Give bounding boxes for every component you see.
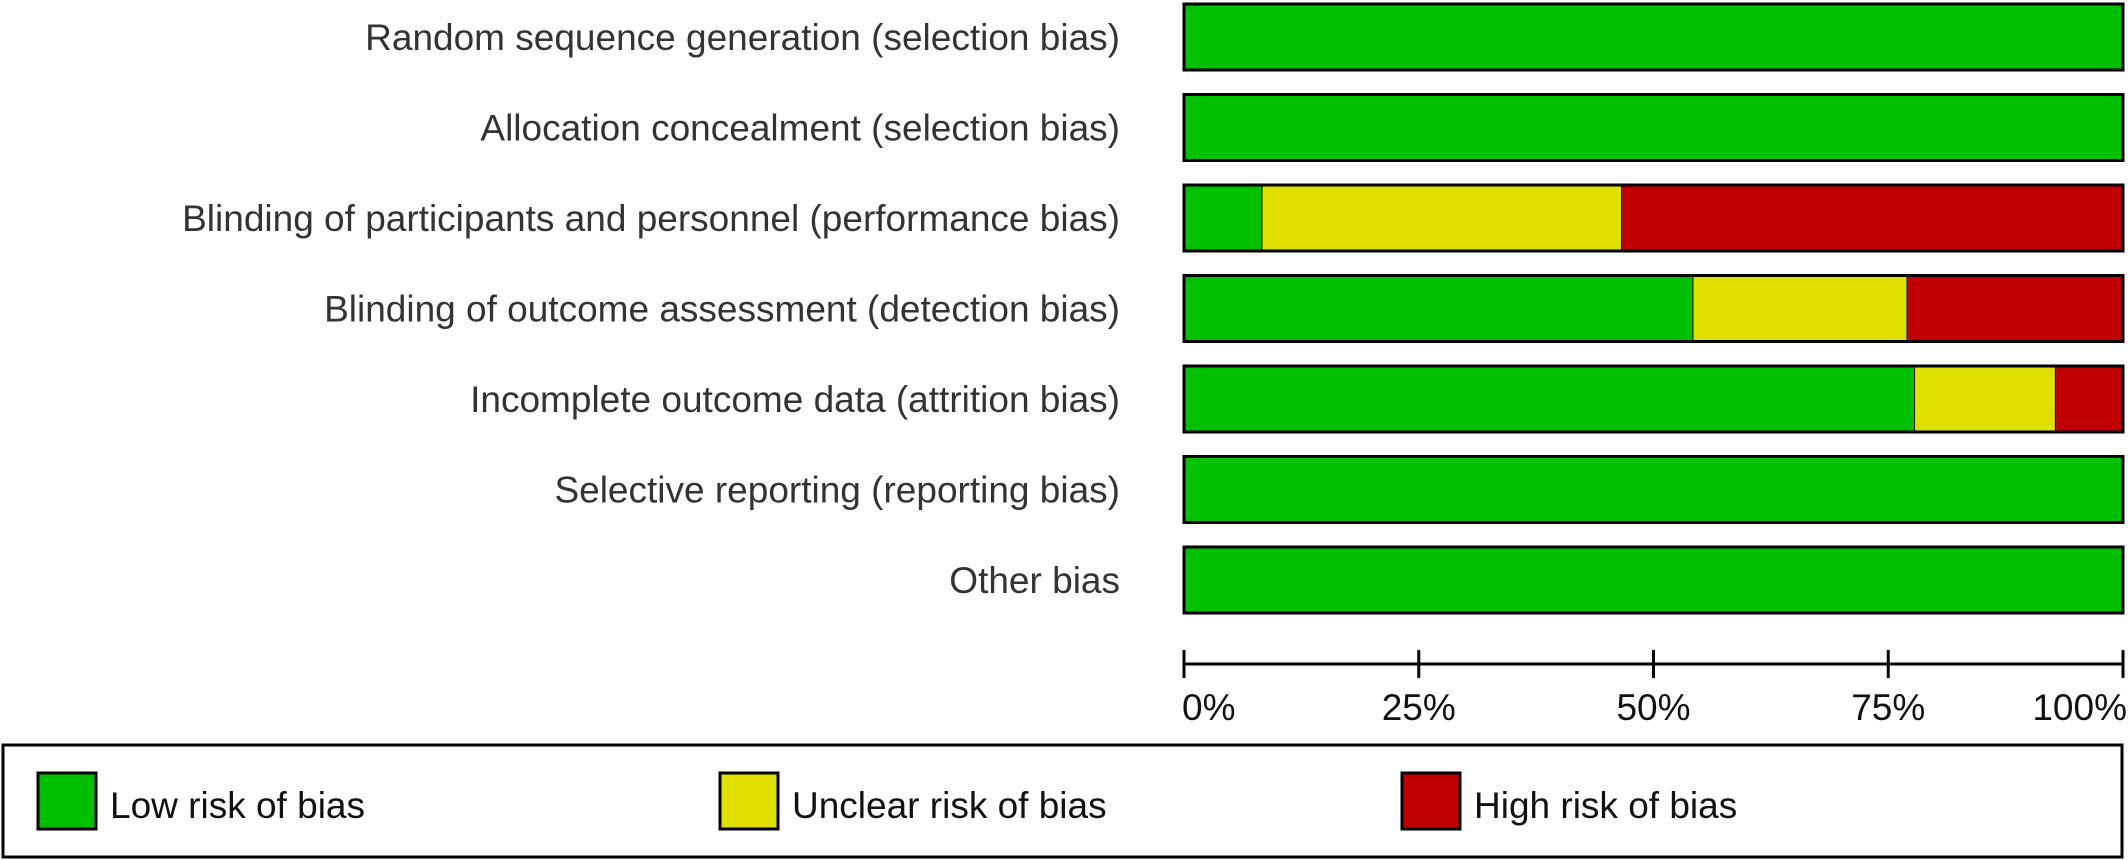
category-label: Allocation concealment (selection bias) bbox=[480, 108, 1120, 149]
legend-swatch bbox=[36, 771, 98, 831]
category-label: Other bias bbox=[949, 560, 1120, 601]
x-tick-label: 50% bbox=[1616, 687, 1690, 728]
category-label: Selective reporting (reporting bias) bbox=[554, 470, 1120, 511]
bar-segment-high-risk-of-bias bbox=[1907, 275, 2123, 342]
bar-segment-low-risk-of-bias bbox=[1184, 4, 2123, 70]
x-tick-label: 75% bbox=[1851, 687, 1925, 728]
legend-label: High risk of bias bbox=[1474, 785, 1737, 826]
legend-swatch bbox=[1400, 771, 1462, 831]
legend: Low risk of bias Unclear risk of bias High… bbox=[1, 743, 2124, 859]
bar-segment-unclear-risk-of-bias bbox=[1692, 275, 1908, 342]
bar-segment-low-risk-of-bias bbox=[1184, 275, 1693, 342]
bar-segment-low-risk-of-bias bbox=[1184, 456, 2123, 523]
bar-segment-high-risk-of-bias bbox=[1621, 185, 2123, 251]
bar-segment-high-risk-of-bias bbox=[2055, 366, 2123, 432]
legend-swatch bbox=[718, 771, 780, 831]
bar-outline bbox=[1182, 455, 2125, 524]
category-label: Random sequence generation (selection bi… bbox=[365, 17, 1120, 58]
bar-outline bbox=[1182, 183, 2125, 253]
x-tick-label: 100% bbox=[2032, 687, 2127, 728]
bar-outline bbox=[1182, 274, 2125, 343]
legend-box bbox=[1, 743, 2124, 859]
legend-label: Unclear risk of bias bbox=[792, 785, 1107, 826]
bars-group bbox=[1182, 2, 2125, 615]
legend-label: Low risk of bias bbox=[110, 785, 365, 826]
bar-segment-low-risk-of-bias bbox=[1184, 366, 1915, 432]
bar-outline bbox=[1182, 93, 2125, 162]
category-label: Blinding of outcome assessment (detectio… bbox=[324, 289, 1120, 330]
bar-segment-low-risk-of-bias bbox=[1184, 547, 2123, 613]
x-tick-label: 25% bbox=[1382, 687, 1456, 728]
bar-segment-low-risk-of-bias bbox=[1184, 185, 1262, 251]
x-axis: 0% 25% 50% 75% 100% bbox=[1182, 650, 2127, 728]
bar-outline bbox=[1182, 364, 2125, 434]
bar-outline bbox=[1182, 2, 2125, 72]
bar-outline bbox=[1182, 545, 2125, 615]
bar-segment-unclear-risk-of-bias bbox=[1914, 366, 2056, 432]
category-label: Blinding of participants and personnel (… bbox=[182, 198, 1120, 239]
x-tick-label: 0% bbox=[1182, 687, 1235, 728]
category-labels-group: Random sequence generation (selection bi… bbox=[182, 17, 1120, 601]
bar-segment-unclear-risk-of-bias bbox=[1261, 185, 1622, 251]
bar-segment-low-risk-of-bias bbox=[1184, 94, 2123, 161]
category-label: Incomplete outcome data (attrition bias) bbox=[470, 379, 1120, 420]
